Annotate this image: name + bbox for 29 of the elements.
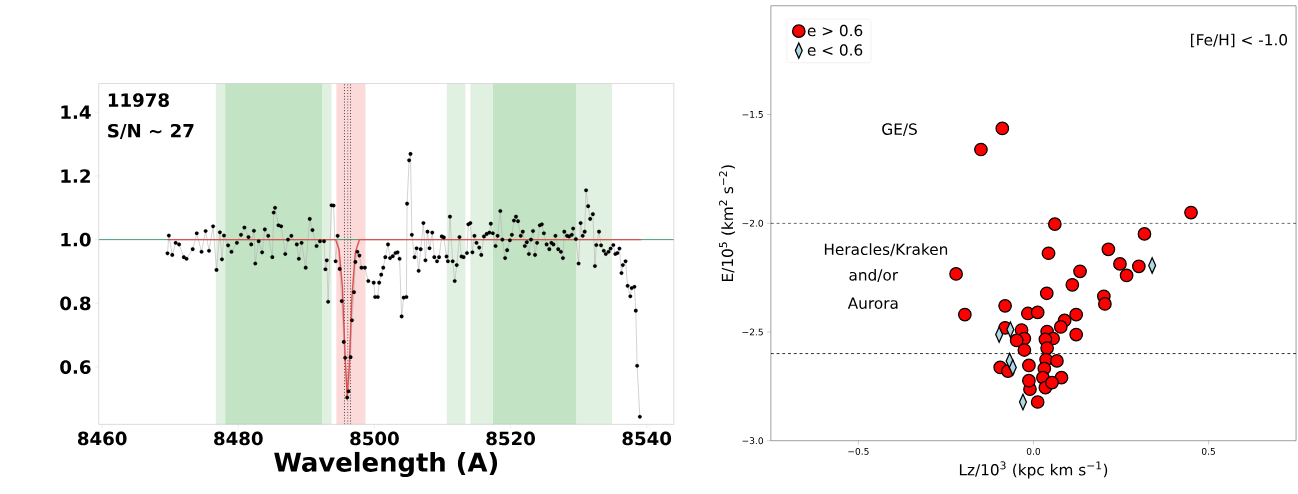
y-tick-label: 1.0	[61, 232, 91, 247]
x-tick-label: 8500	[350, 431, 399, 446]
y-tick-label: 1.2	[61, 169, 90, 183]
y-tick-label: −3.0	[742, 437, 764, 445]
y-axis-title: E/10$^{5}$ (km$^{2}$ s$^{−2}$)	[719, 165, 735, 282]
x-axis-title: Wavelength (A)	[274, 452, 498, 478]
annotation: Aurora	[847, 297, 898, 310]
x-tick-label: 0.0	[1026, 448, 1041, 456]
annotation: 11978	[108, 93, 169, 108]
legend-label: e > 0.6	[807, 24, 863, 37]
annotation: Heracles/Kraken	[824, 243, 948, 257]
legend-label: e < 0.6	[807, 44, 863, 57]
x-axis-title: Lz/10$^{3}$ (kpc km s$^{−1}$)	[959, 461, 1108, 479]
y-tick-label: 1.4	[61, 105, 91, 120]
annotation: S/N ~ 27	[108, 124, 194, 140]
x-tick-label: −0.5	[848, 448, 869, 456]
y-tick-label: −1.5	[742, 111, 763, 119]
x-tick-label: 8520	[486, 431, 535, 446]
annotation: and/or	[849, 269, 899, 283]
x-tick-label: 8480	[214, 431, 263, 446]
x-tick-label: 0.5	[1201, 448, 1215, 456]
x-tick-label: 8540	[622, 431, 672, 446]
y-tick-label: −2.5	[742, 328, 763, 336]
y-tick-label: −2.0	[742, 220, 764, 227]
y-tick-label: 0.8	[60, 296, 91, 311]
annotation: [Fe/H] < -1.0	[1191, 33, 1288, 48]
y-tick-label: 0.6	[60, 360, 91, 375]
x-tick-label: 8460	[77, 431, 127, 446]
annotation: GE/S	[882, 123, 917, 137]
